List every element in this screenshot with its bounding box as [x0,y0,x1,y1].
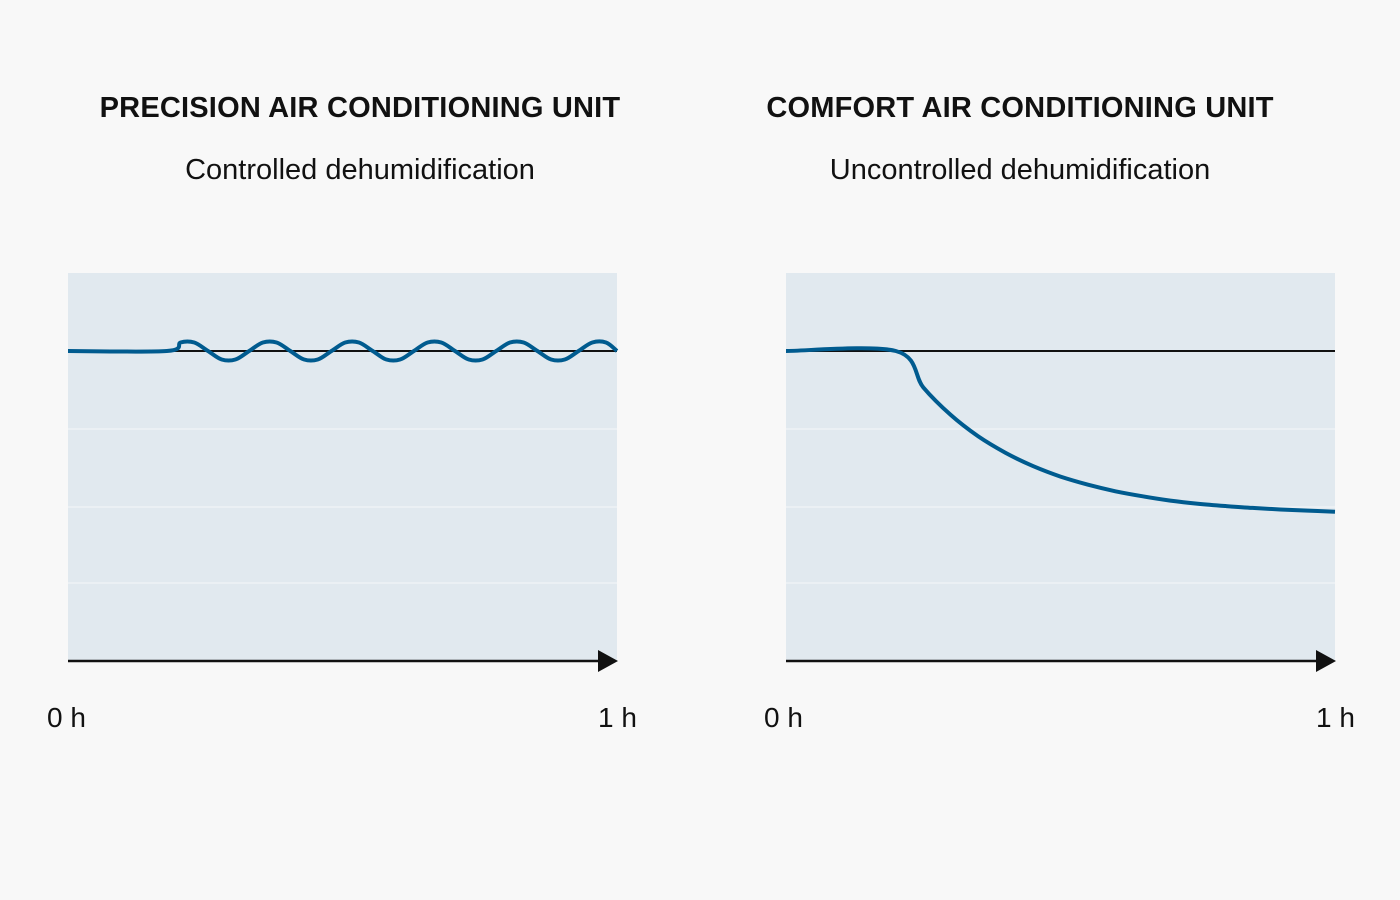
left-plot-area [68,273,617,661]
right-chart-subtitle: Uncontrolled dehumidification [829,154,1211,186]
right-chart: 0 h 1 h [764,273,1355,733]
left-chart: 0 h 1 h [47,273,637,733]
right-humidity-curve [785,346,1336,514]
left-chart-subtitle: Controlled dehumidification [185,154,535,186]
left-gridlines [68,428,617,584]
right-x-axis-arrow [1316,650,1336,672]
right-plot-area [786,273,1335,661]
left-x-axis-arrow [598,650,618,672]
left-x-tick-end: 1 h [598,702,637,733]
left-humidity-curve [67,339,619,363]
right-x-tick-start: 0 h [764,702,803,733]
right-x-tick-end: 1 h [1316,702,1355,733]
left-chart-title: PRECISION AIR CONDITIONING UNIT [99,92,621,124]
left-x-tick-start: 0 h [47,702,86,733]
right-chart-title: COMFORT AIR CONDITIONING UNIT [766,92,1274,124]
